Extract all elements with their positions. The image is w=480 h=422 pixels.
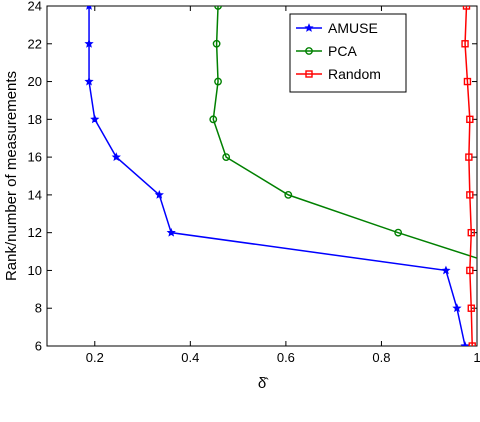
legend-label-random: Random [328,66,381,82]
data-point-pca [394,228,403,237]
series-line-amuse [88,6,466,346]
y-tick-label: 20 [28,74,42,89]
data-point-amuse [111,152,121,162]
data-point-pca [214,6,222,10]
y-tick-label: 12 [28,225,42,240]
legend: AMUSE PCA Random [289,13,407,93]
data-point-amuse [452,303,462,313]
data-point-pca [222,153,231,162]
y-axis-label: Rank/number of measurements [3,71,20,281]
x-tick-label: 1 [473,350,480,365]
data-point-random [461,40,469,48]
data-point-amuse [166,227,176,237]
y-tick-label: 16 [28,150,42,165]
data-point-pca [284,190,293,199]
data-point-pca [212,39,221,48]
data-point-random [467,228,475,237]
series-line-random [464,6,473,346]
x-tick-label: 0.4 [181,350,199,365]
y-tick-label: 22 [28,36,42,51]
data-point-pca [209,115,218,124]
x-tick-label: 0.2 [86,350,104,365]
data-point-amuse [84,76,94,86]
data-point-random [468,342,476,346]
legend-entry-pca: PCA [296,43,357,59]
x-tick-label: 0.8 [372,350,390,365]
data-point-amuse [90,114,100,124]
series-layer [84,6,477,346]
series-amuse [84,6,470,346]
y-tick-label: 18 [28,112,42,127]
legend-label-amuse: AMUSE [328,20,378,36]
data-point-random [465,153,473,161]
series-line-pca [212,6,477,259]
data-point-amuse [154,190,164,199]
legend-marker-pca [305,47,313,55]
series-pca [209,6,477,259]
data-point-random [466,266,474,275]
x-tick-label: 0.6 [277,350,295,365]
data-point-random [463,77,472,86]
legend-label-pca: PCA [328,43,357,59]
data-point-pca [214,77,222,86]
x-axis-label: δ̂ [258,375,269,392]
legend-marker-random [305,70,313,78]
data-point-random [462,6,471,10]
data-point-random [467,304,475,312]
data-point-amuse [460,341,470,346]
data-point-amuse [86,6,92,10]
y-tick-label: 24 [28,0,42,14]
y-tick-label: 10 [28,263,42,278]
data-point-random [466,115,474,124]
series-random [461,6,476,346]
y-tick-label: 6 [35,339,42,354]
y-tick-label: 8 [35,301,42,316]
legend-entry-random: Random [296,66,381,82]
plot-area [46,5,478,347]
y-tick-label: 14 [28,187,42,202]
data-point-amuse [84,38,94,48]
data-point-random [466,191,474,199]
data-point-amuse [441,265,451,275]
legend-entry-amuse: AMUSE [296,20,378,36]
legend-marker-amuse [304,23,314,32]
